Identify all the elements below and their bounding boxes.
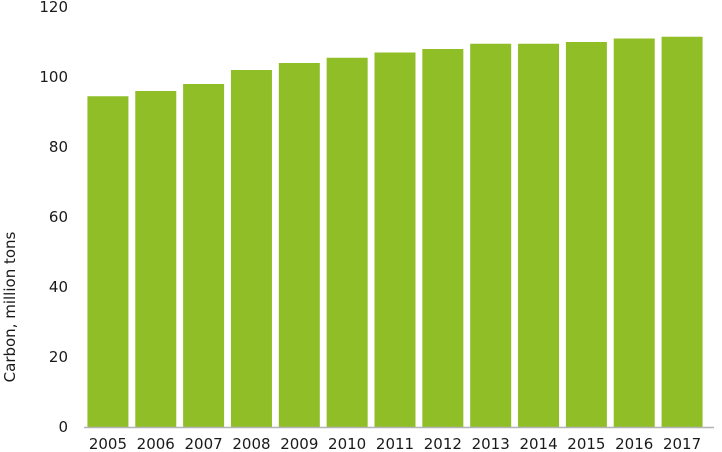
y-axis-ticks: 0 20 40 60 80 100 120 <box>39 0 68 436</box>
bar <box>613 38 655 427</box>
x-tick-label: 2010 <box>328 435 366 452</box>
bar <box>374 52 416 427</box>
y-tick-label: 20 <box>49 348 68 366</box>
x-tick-label: 2014 <box>519 435 557 452</box>
bar <box>326 57 368 427</box>
x-tick-label: 2006 <box>137 435 175 452</box>
y-tick-label: 0 <box>58 418 68 436</box>
y-axis-title: Carbon, million tons <box>1 231 19 382</box>
bar <box>661 36 703 427</box>
y-tick-label: 60 <box>49 208 68 226</box>
x-axis-ticks: 2005 2006 2007 2008 2009 2010 2011 2012 2013 2014… <box>89 435 701 452</box>
bar <box>87 96 129 427</box>
x-tick-label: 2012 <box>424 435 462 452</box>
x-tick-label: 2008 <box>232 435 270 452</box>
y-tick-label: 100 <box>39 68 68 86</box>
bar <box>470 43 512 427</box>
y-tick-label: 120 <box>39 0 68 16</box>
bar <box>565 42 607 427</box>
x-tick-label: 2015 <box>567 435 605 452</box>
x-tick-label: 2016 <box>615 435 653 452</box>
y-tick-label: 40 <box>49 278 68 296</box>
bar <box>183 84 225 427</box>
x-tick-label: 2011 <box>376 435 414 452</box>
x-tick-label: 2009 <box>280 435 318 452</box>
bar <box>278 63 320 427</box>
x-tick-label: 2013 <box>472 435 510 452</box>
x-tick-label: 2007 <box>185 435 223 452</box>
bar <box>230 70 272 427</box>
bars <box>87 36 703 427</box>
bar <box>135 91 177 427</box>
y-tick-label: 80 <box>49 138 68 156</box>
bar <box>422 49 464 427</box>
x-tick-label: 2005 <box>89 435 127 452</box>
x-tick-label: 2017 <box>663 435 701 452</box>
bar <box>518 43 560 427</box>
